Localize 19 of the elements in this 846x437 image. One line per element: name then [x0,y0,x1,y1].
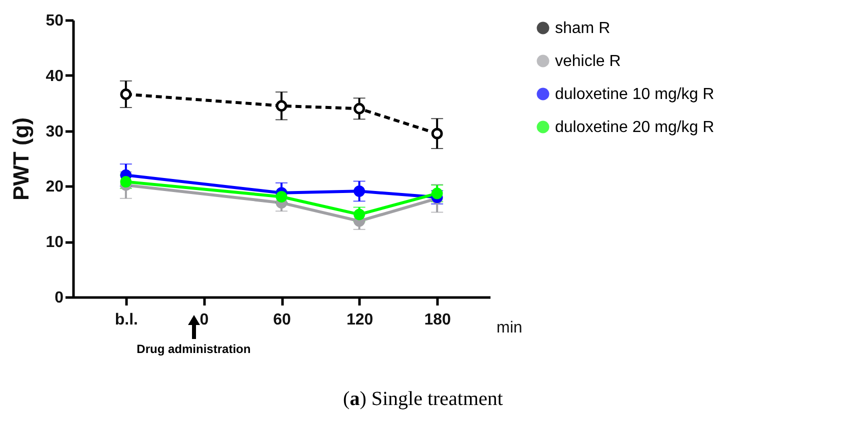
x-axis-title: min [496,320,522,336]
text: Drug administration [136,342,251,356]
y-tick-label: 50 [46,12,64,30]
x-tick-label: b.l. [114,312,138,328]
legend-label: duloxetine 20 mg/kg R [555,119,714,136]
x-tick-label: 60 [273,312,291,328]
y-tick-label: 10 [46,234,64,252]
legend-label: sham R [555,20,610,37]
text: (a) Single treatment [342,388,504,411]
x-tick-label: 180 [424,312,452,328]
y-tick-label: 20 [46,178,64,196]
y-tick-label: 40 [46,68,64,85]
legend-label: duloxetine 10 mg/kg R [555,86,714,103]
y-tick-label: 0 [54,290,64,306]
y-tick-label: 30 [46,123,64,140]
x-tick-label: 0 [200,312,209,328]
x-tick-label: 120 [346,312,374,328]
legend-label: vehicle R [555,53,621,70]
y-axis-title: PWT (g) [8,117,34,201]
